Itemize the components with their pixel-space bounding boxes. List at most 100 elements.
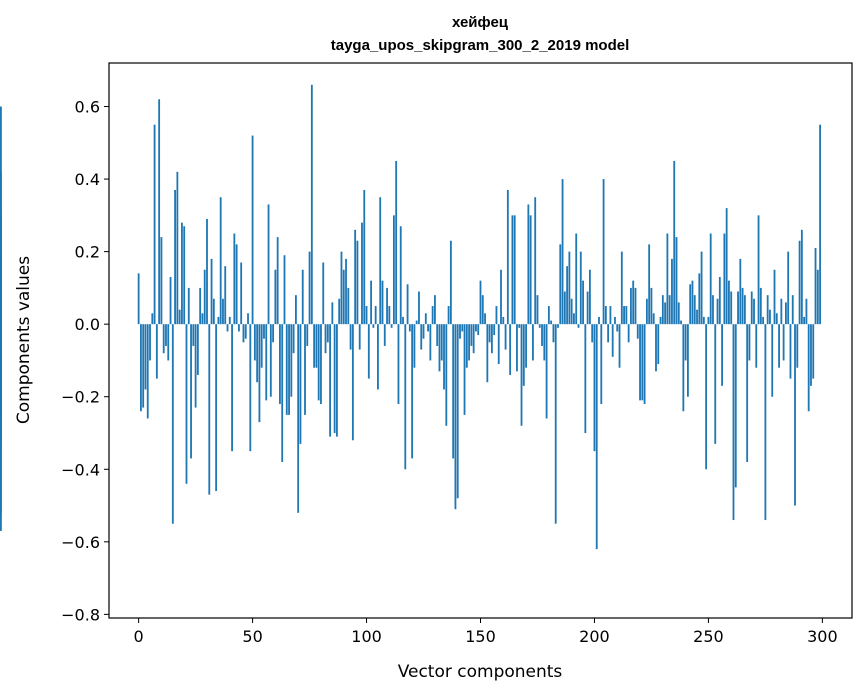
bar	[338, 298, 341, 325]
bar	[766, 295, 769, 325]
bar	[326, 324, 329, 343]
bar	[238, 324, 240, 332]
bar	[547, 306, 550, 325]
bar	[643, 324, 646, 404]
bar	[682, 324, 685, 412]
bar	[568, 251, 571, 325]
bar	[224, 266, 227, 325]
bar	[673, 160, 676, 325]
bar	[743, 295, 746, 325]
bar	[279, 324, 281, 404]
bar	[691, 280, 694, 325]
bar	[153, 124, 156, 325]
bar	[420, 324, 423, 350]
bar	[263, 324, 265, 339]
bar	[283, 255, 286, 325]
bar	[203, 269, 206, 325]
bar	[728, 280, 730, 325]
bar	[502, 316, 505, 325]
bar	[625, 306, 628, 325]
bar	[570, 298, 573, 325]
bar	[497, 324, 500, 365]
bar	[165, 324, 167, 346]
bar	[386, 287, 388, 325]
bar	[294, 295, 297, 325]
bar	[810, 324, 812, 386]
bar	[388, 306, 391, 325]
bar	[383, 324, 386, 346]
bar	[778, 324, 780, 368]
bar	[532, 324, 534, 361]
bar	[276, 237, 279, 325]
bar	[269, 324, 272, 397]
bar	[511, 215, 514, 325]
bar	[0, 171, 2, 325]
bar	[566, 266, 569, 325]
bar	[630, 287, 632, 325]
bar	[716, 298, 719, 325]
bar	[577, 324, 580, 328]
bar	[397, 324, 400, 404]
bar	[174, 189, 176, 325]
bar	[381, 280, 384, 325]
bar	[228, 316, 231, 325]
bar	[614, 316, 616, 325]
bar	[395, 160, 398, 325]
bar	[734, 324, 737, 488]
bar	[534, 197, 537, 325]
bar	[671, 258, 673, 325]
bar	[361, 222, 363, 325]
bar	[655, 324, 657, 372]
bar	[272, 324, 275, 343]
bar	[748, 324, 751, 361]
bar	[447, 306, 450, 325]
bar	[732, 324, 735, 521]
bar	[773, 269, 776, 325]
bar	[158, 99, 161, 325]
bar	[206, 218, 208, 325]
bar	[313, 324, 316, 368]
bar	[392, 215, 395, 325]
y-tick-label: −0.4	[61, 460, 100, 479]
bar	[301, 269, 304, 325]
bar	[149, 324, 151, 361]
bar	[659, 316, 662, 325]
bar	[233, 233, 236, 325]
bar	[666, 233, 669, 325]
bar	[356, 240, 359, 325]
bar	[552, 324, 555, 343]
bar	[650, 287, 653, 325]
bar	[155, 324, 158, 379]
bar	[702, 316, 705, 325]
bar	[739, 258, 742, 325]
bar	[463, 324, 466, 415]
bar	[226, 324, 229, 332]
bar	[285, 324, 288, 415]
bar	[210, 258, 213, 325]
bar	[645, 298, 648, 325]
bar	[408, 324, 411, 332]
bar	[559, 244, 562, 325]
bar	[807, 324, 810, 412]
bar	[639, 324, 641, 401]
bar	[365, 306, 368, 325]
bar	[459, 324, 461, 339]
bar	[274, 269, 277, 325]
bar	[741, 287, 744, 325]
bar	[472, 324, 475, 354]
bar	[436, 324, 439, 346]
bar	[424, 313, 427, 325]
bar	[422, 324, 425, 339]
bar	[805, 298, 808, 325]
bar	[714, 324, 717, 444]
bar	[167, 324, 170, 361]
bar	[297, 324, 300, 513]
bar	[0, 324, 2, 531]
bar	[680, 320, 682, 325]
bar	[292, 324, 295, 354]
bar	[212, 298, 215, 325]
bar	[518, 324, 521, 328]
bar	[623, 306, 625, 325]
bar	[176, 171, 179, 325]
